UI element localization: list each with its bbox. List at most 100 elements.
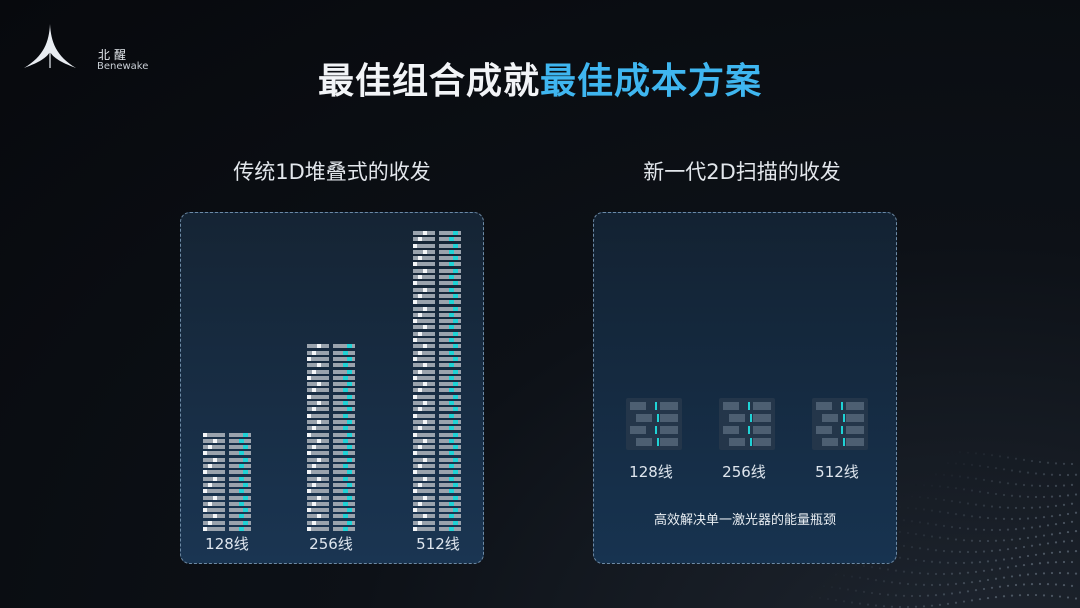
decor-dot [894, 594, 898, 597]
decor-dot [1074, 511, 1078, 514]
emitter-bar [307, 489, 329, 494]
emitter-bar [413, 369, 435, 374]
emitter-bar [307, 394, 329, 399]
decor-dot [1050, 594, 1054, 597]
emitter-bar [413, 470, 435, 475]
emitter-bar [307, 432, 329, 437]
chip-label-256: 256线 [722, 463, 766, 481]
emitter-tick [413, 300, 417, 305]
decor-dot [962, 582, 966, 585]
receiver-tick [343, 501, 348, 506]
decor-dot [926, 548, 930, 551]
decor-dot [1002, 539, 1006, 542]
receiver-bar [333, 470, 355, 475]
decor-dot [1050, 495, 1054, 498]
emitter-bar [413, 275, 435, 279]
decor-dot [954, 462, 958, 465]
decor-dot [1038, 506, 1042, 509]
decor-dot [910, 520, 914, 523]
decor-dot [998, 528, 1002, 532]
emitter-bar [413, 520, 435, 525]
decor-dot [886, 568, 890, 571]
title-part-white: 最佳组合成就 [317, 61, 540, 102]
decor-dot [922, 508, 926, 511]
emitter-tick [418, 256, 422, 261]
decor-dot [1026, 536, 1030, 539]
emitter-tick [307, 375, 311, 380]
receiver-tick [449, 275, 454, 279]
receiver-bar [439, 432, 461, 437]
decor-dot [1010, 494, 1014, 497]
receiver-tick [347, 520, 352, 525]
receiver-tick [449, 312, 454, 317]
emitter-bar [413, 445, 435, 450]
decor-dot [942, 473, 946, 476]
logo-text-en: Benewake [97, 61, 149, 72]
emitter-bar [307, 501, 329, 506]
emitter-tick [312, 407, 316, 412]
decor-dot [950, 572, 954, 575]
receiver-tick [239, 527, 244, 531]
decor-dot [1054, 523, 1058, 526]
emitter-tick [203, 451, 207, 456]
decor-dot [946, 511, 950, 515]
emitter-tick [413, 394, 417, 399]
emitter-tick [413, 356, 417, 361]
decor-dot [1042, 594, 1046, 597]
decor-dot [1002, 595, 1006, 598]
emitter-tick [307, 394, 311, 399]
decor-dot [986, 596, 990, 600]
receiver-tick [449, 262, 454, 267]
decor-dot [1070, 584, 1074, 587]
decor-dot [1046, 461, 1050, 464]
decor-dot [970, 561, 974, 564]
decor-dot [966, 451, 970, 454]
decor-dot [1074, 493, 1078, 496]
decor-dot [846, 588, 850, 591]
emitter-bar [413, 426, 435, 431]
decor-dot [898, 530, 902, 533]
receiver-bar [439, 369, 461, 374]
decor-dot [922, 583, 926, 586]
receiver-tick [343, 401, 348, 405]
decor-dot [1026, 495, 1030, 498]
emitter-tick [418, 275, 422, 279]
stack-label-256: 256线 [309, 535, 353, 553]
decor-dot [1058, 495, 1062, 498]
emitter-tick [423, 344, 427, 349]
emitter-bar [307, 350, 329, 355]
emitter-tick [203, 432, 207, 437]
decor-dot [1022, 563, 1026, 567]
receiver-bar [439, 394, 461, 399]
receiver-tick [239, 438, 244, 443]
decor-dot [938, 583, 942, 586]
emitter-tick [418, 293, 422, 298]
receiver-tick [239, 501, 244, 506]
decor-dot [1010, 557, 1014, 560]
decor-dot [858, 576, 862, 579]
receiver-tick [347, 394, 352, 399]
decor-dot [922, 605, 926, 608]
decor-dot [826, 597, 830, 601]
decor-dot [954, 512, 958, 516]
decor-dot [958, 526, 962, 530]
receiver-tick [453, 445, 458, 450]
receiver-bar [333, 520, 355, 525]
emitter-bar [203, 445, 225, 450]
decor-dot [990, 528, 994, 532]
decor-dot [982, 453, 986, 456]
receiver-tick [453, 495, 458, 500]
emitter-tick [213, 495, 217, 500]
receiver-tick [343, 426, 348, 431]
decor-dot [994, 492, 998, 496]
decor-dot [926, 496, 930, 500]
emitter-tick [312, 369, 316, 374]
receiver-bar [439, 356, 461, 361]
decor-dot [874, 578, 878, 582]
chip-cell [630, 402, 646, 410]
receiver-tick [239, 514, 244, 519]
receiver-tick [453, 243, 458, 248]
emitter-tick [208, 445, 212, 450]
chip-cell [753, 414, 771, 422]
receiver-tick [343, 514, 348, 519]
